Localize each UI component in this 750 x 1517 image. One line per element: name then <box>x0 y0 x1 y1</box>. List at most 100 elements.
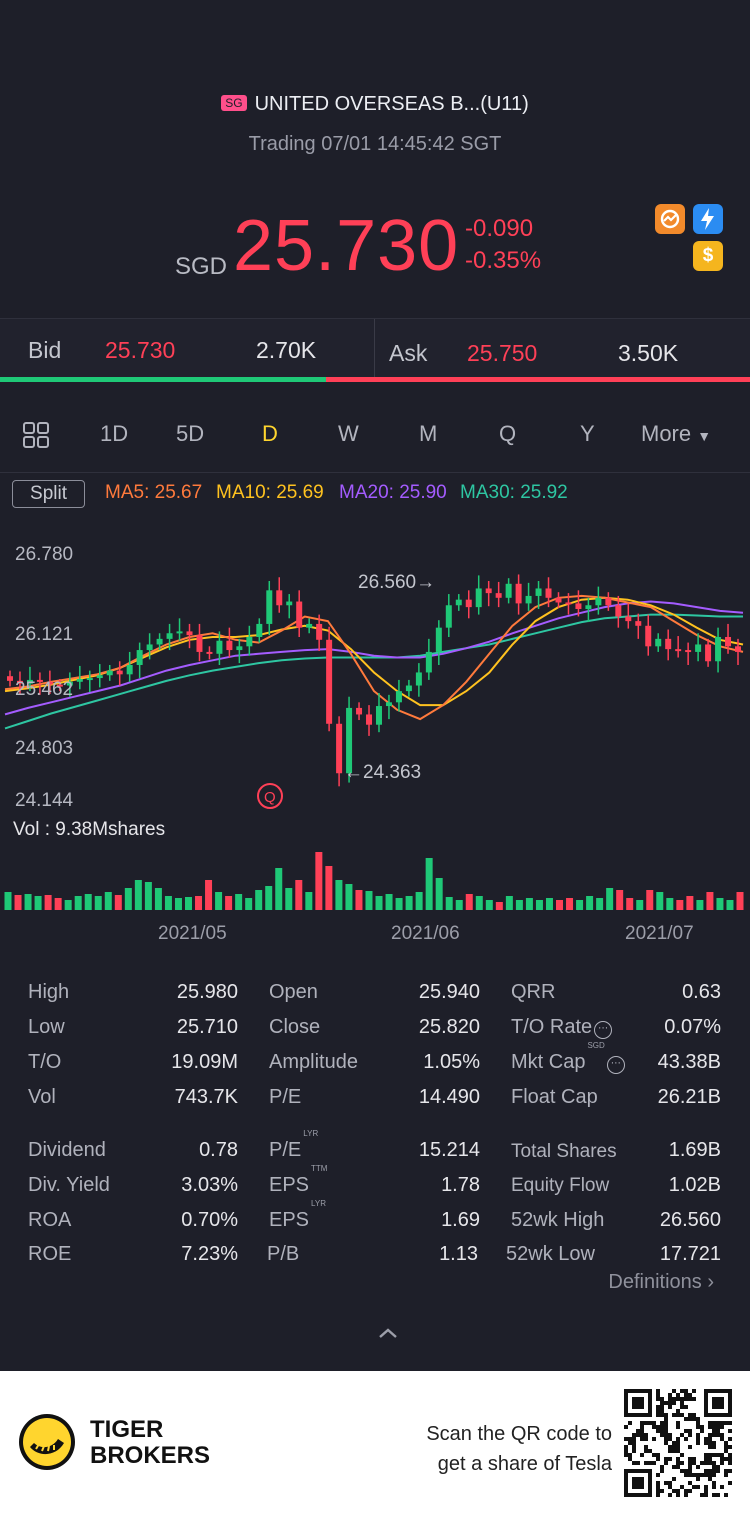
qr-module <box>684 1405 688 1409</box>
y-tick-label: 24.803 <box>15 738 73 759</box>
tab-w[interactable]: W <box>338 421 359 446</box>
bid-price: 25.730 <box>105 337 176 363</box>
market-cap-label-text: Mkt Cap <box>511 1051 586 1073</box>
qr-module <box>656 1397 660 1401</box>
candle-body <box>635 621 642 626</box>
candle-body <box>515 583 522 604</box>
volume-bar <box>405 896 413 910</box>
qr-module <box>664 1417 668 1421</box>
qr-module <box>728 1469 732 1473</box>
qr-module <box>624 1425 628 1429</box>
volume-bar <box>74 896 82 910</box>
qr-module <box>692 1485 696 1489</box>
chevron-up-icon[interactable] <box>377 1320 399 1346</box>
qr-module <box>728 1461 732 1465</box>
volume-bar <box>706 892 714 910</box>
qr-module <box>640 1437 644 1441</box>
qr-module <box>656 1425 660 1429</box>
qr-module <box>688 1473 692 1477</box>
qr-module <box>636 1461 640 1465</box>
qr-module <box>632 1449 636 1453</box>
volume-bar <box>455 900 463 910</box>
bid-ratio-bar <box>0 377 327 382</box>
candle-body <box>525 595 532 604</box>
volume-bar <box>24 894 32 910</box>
volume-bar <box>4 892 12 910</box>
info-icon: ⋯ <box>606 1056 625 1074</box>
tiger-logo-icon <box>18 1413 76 1471</box>
qr-module <box>688 1461 692 1465</box>
qr-module <box>684 1437 688 1441</box>
qr-module <box>632 1441 636 1445</box>
tab-d[interactable]: D <box>262 421 278 446</box>
volume-bar <box>425 858 433 910</box>
candle-body <box>455 599 462 606</box>
volume-bar <box>515 900 523 910</box>
qr-module <box>684 1469 688 1473</box>
qr-module <box>676 1441 680 1445</box>
candle-body <box>126 664 133 675</box>
qr-module <box>716 1425 720 1429</box>
qr-module <box>656 1453 660 1457</box>
volume-bar <box>586 896 594 910</box>
tab-y[interactable]: Y <box>580 421 595 446</box>
stat-eps-lyr: 1.69 <box>441 1209 480 1231</box>
candle-body <box>296 601 303 628</box>
grid-icon[interactable] <box>22 421 50 455</box>
qr-module <box>720 1437 724 1441</box>
qr-module <box>676 1397 680 1401</box>
volume-bar <box>215 892 223 910</box>
stat-label-float-cap: Float Cap <box>511 1086 598 1108</box>
qr-module <box>696 1421 700 1425</box>
qr-module <box>664 1461 668 1465</box>
tab-more[interactable]: More ▼ <box>641 421 711 447</box>
qr-module <box>716 1453 720 1457</box>
candle-body <box>76 678 83 682</box>
split-button[interactable]: Split <box>12 480 85 508</box>
qr-module <box>628 1441 632 1445</box>
trading-status: Trading 07/01 14:45:42 SGT <box>248 133 502 155</box>
qr-module <box>664 1457 668 1461</box>
stat-label-turnover-rate[interactable]: T/O Rate ⋯ <box>511 1016 613 1039</box>
qr-module <box>676 1461 680 1465</box>
stock-title[interactable]: SG UNITED OVERSEAS B...(U11) <box>0 93 750 116</box>
candlestick-chart[interactable]: 26.780 26.121 25.462 24.803 24.144 26.56… <box>0 520 750 950</box>
earnings-event-icon[interactable]: Q <box>257 783 283 809</box>
qr-module <box>716 1433 720 1437</box>
qr-module <box>716 1429 720 1433</box>
bid-label: Bid <box>28 337 62 363</box>
flash-badge-icon[interactable] <box>693 204 723 234</box>
definitions-link[interactable]: Definitions › <box>608 1271 714 1294</box>
candle-body <box>625 616 632 622</box>
candle-body <box>176 631 183 634</box>
qr-module <box>660 1425 664 1429</box>
stat-label-market-cap[interactable]: Mkt CapSGD⋯ <box>511 1041 625 1074</box>
qr-module <box>688 1457 692 1461</box>
eps-lyr-sup: LYR <box>311 1199 326 1209</box>
stat-market-cap: 43.38B <box>657 1051 721 1073</box>
tab-m[interactable]: M <box>419 421 438 446</box>
candle-body <box>655 638 662 647</box>
chart-badge-icon[interactable] <box>655 204 685 234</box>
volume-bar <box>525 898 533 910</box>
dollar-badge-icon[interactable]: $ <box>693 241 723 271</box>
candle-body <box>665 638 672 650</box>
candle-body <box>375 706 382 725</box>
qr-module <box>672 1477 676 1481</box>
candle-body <box>575 603 582 609</box>
tab-q[interactable]: Q <box>499 421 517 446</box>
candle-body <box>346 707 353 774</box>
candle-body <box>66 681 73 686</box>
candle-body <box>605 597 612 606</box>
stat-equity-flow: 1.02B <box>668 1174 721 1196</box>
eps-ttm-label-text: EPS <box>269 1174 310 1196</box>
qr-module <box>684 1389 688 1393</box>
qr-module <box>668 1445 672 1449</box>
qr-module <box>676 1409 680 1413</box>
qr-module <box>644 1449 648 1453</box>
candle-body <box>236 646 243 651</box>
candle-body <box>276 590 283 606</box>
tab-1d[interactable]: 1D <box>100 421 129 446</box>
stat-label-52wk-low: 52wk Low <box>506 1243 595 1265</box>
tab-5d[interactable]: 5D <box>176 421 205 446</box>
